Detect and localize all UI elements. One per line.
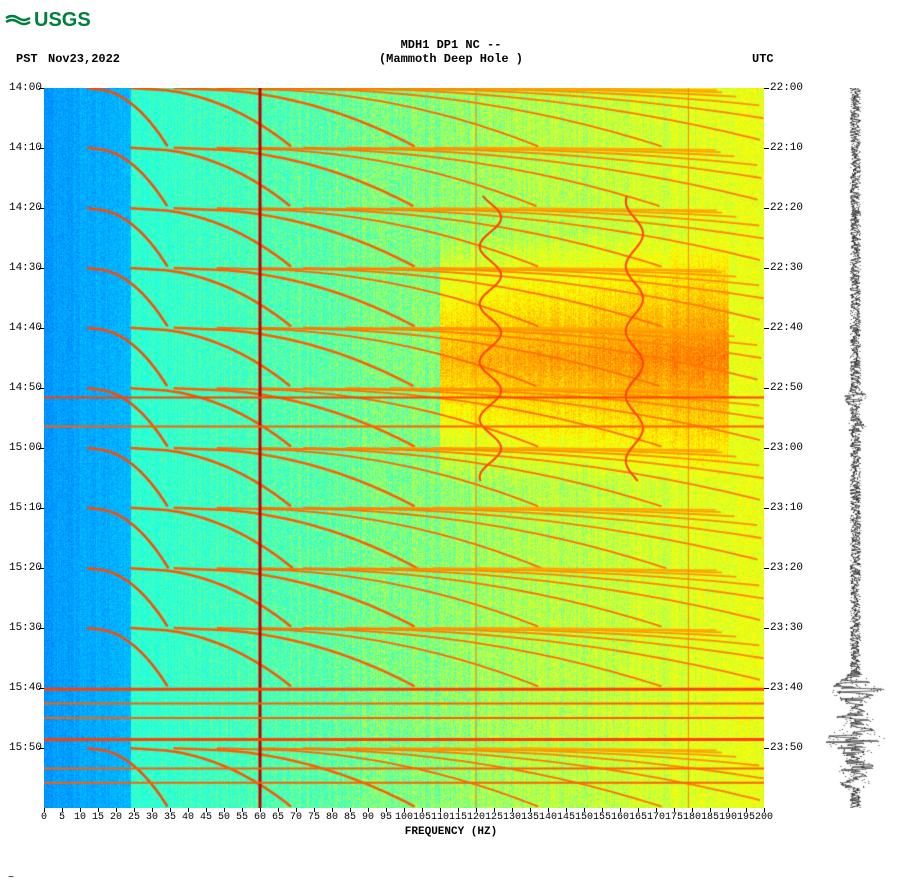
- x-tick: 20: [110, 812, 122, 823]
- x-tick: 30: [146, 812, 158, 823]
- x-tick: 125: [485, 812, 503, 823]
- y-tick-right: 23:00: [770, 442, 803, 454]
- x-tick: 150: [575, 812, 593, 823]
- x-tick: 15: [92, 812, 104, 823]
- y-tick-right: 22:20: [770, 202, 803, 214]
- y-tick-left: 14:00: [8, 82, 42, 94]
- chart-title-1: MDH1 DP1 NC --: [401, 38, 502, 52]
- x-tick: 60: [254, 812, 266, 823]
- y-tick-left: 15:40: [8, 682, 42, 694]
- x-tick: 120: [467, 812, 485, 823]
- svg-text:USGS: USGS: [34, 9, 91, 31]
- x-tick: 90: [362, 812, 374, 823]
- x-tick: 5: [59, 812, 65, 823]
- y-tick-right: 23:20: [770, 562, 803, 574]
- x-tick: 140: [539, 812, 557, 823]
- y-tick-left: 15:10: [8, 502, 42, 514]
- timezone-left: PST: [16, 52, 38, 66]
- y-tick-right: 22:50: [770, 382, 803, 394]
- y-tick-right: 23:40: [770, 682, 803, 694]
- x-tick: 10: [74, 812, 86, 823]
- usgs-logo: USGS: [4, 4, 96, 36]
- y-tick-left: 14:30: [8, 262, 42, 274]
- y-tick-right: 23:30: [770, 622, 803, 634]
- x-tick: 190: [719, 812, 737, 823]
- x-tick: 70: [290, 812, 302, 823]
- y-tick-right: 23:10: [770, 502, 803, 514]
- y-tick-right: 22:10: [770, 142, 803, 154]
- x-tick: 50: [218, 812, 230, 823]
- x-tick: 65: [272, 812, 284, 823]
- x-tick: 40: [182, 812, 194, 823]
- x-tick: 195: [737, 812, 755, 823]
- x-tick: 25: [128, 812, 140, 823]
- footer-mark: ~: [8, 873, 14, 884]
- y-tick-left: 14:40: [8, 322, 42, 334]
- y-tick-left: 15:20: [8, 562, 42, 574]
- x-tick: 155: [593, 812, 611, 823]
- x-tick: 145: [557, 812, 575, 823]
- y-tick-right: 23:50: [770, 742, 803, 754]
- x-tick: 130: [503, 812, 521, 823]
- y-tick-right: 22:30: [770, 262, 803, 274]
- y-tick-right: 22:00: [770, 82, 803, 94]
- x-tick: 160: [611, 812, 629, 823]
- x-tick: 35: [164, 812, 176, 823]
- x-tick: 80: [326, 812, 338, 823]
- x-tick: 165: [629, 812, 647, 823]
- x-tick: 85: [344, 812, 356, 823]
- x-tick: 135: [521, 812, 539, 823]
- x-tick: 185: [701, 812, 719, 823]
- y-tick-left: 14:10: [8, 142, 42, 154]
- y-tick-left: 14:20: [8, 202, 42, 214]
- y-tick-right: 22:40: [770, 322, 803, 334]
- y-tick-left: 15:00: [8, 442, 42, 454]
- spectrogram-chart: [44, 88, 764, 808]
- y-tick-left: 14:50: [8, 382, 42, 394]
- x-tick: 75: [308, 812, 320, 823]
- x-tick: 115: [449, 812, 467, 823]
- x-tick: 110: [431, 812, 449, 823]
- x-tick: 200: [755, 812, 773, 823]
- chart-title-2: (Mammoth Deep Hole ): [379, 52, 523, 66]
- x-tick: 105: [413, 812, 431, 823]
- x-tick: 180: [683, 812, 701, 823]
- x-tick: 45: [200, 812, 212, 823]
- x-tick: 95: [380, 812, 392, 823]
- x-tick: 100: [395, 812, 413, 823]
- x-tick: 170: [647, 812, 665, 823]
- x-tick: 175: [665, 812, 683, 823]
- seismograph-trace: [820, 88, 890, 808]
- spectrogram-canvas: [44, 88, 764, 808]
- y-tick-left: 15:30: [8, 622, 42, 634]
- timezone-right: UTC: [752, 52, 774, 66]
- seismograph-canvas: [820, 88, 890, 808]
- x-axis-label: FREQUENCY (HZ): [405, 826, 497, 838]
- y-tick-left: 15:50: [8, 742, 42, 754]
- x-tick: 55: [236, 812, 248, 823]
- x-tick: 0: [41, 812, 47, 823]
- date-label: Nov23,2022: [48, 52, 120, 66]
